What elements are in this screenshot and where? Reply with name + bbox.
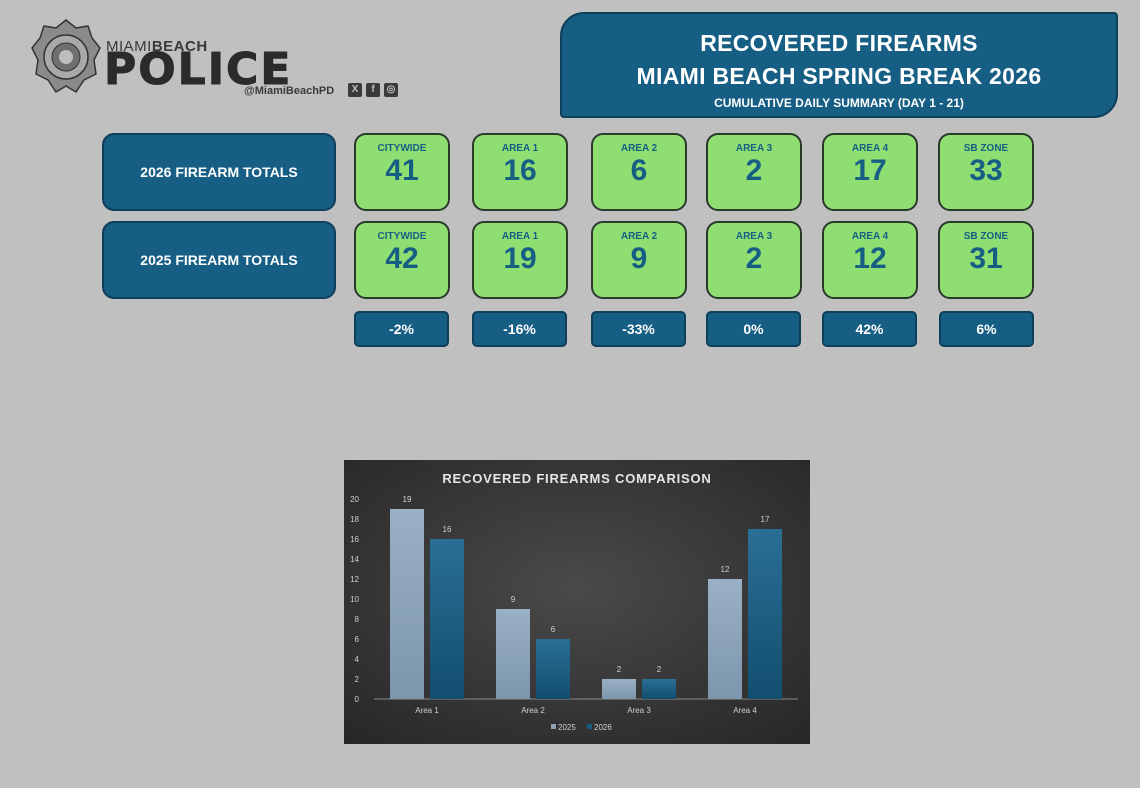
cell-2025-sbzone: SB ZONE 31 [938,221,1034,299]
cell-2026-citywide: CITYWIDE 41 [354,133,450,211]
cell-2026-area1: AREA 1 16 [472,133,568,211]
cell-value: 19 [503,242,537,275]
cell-2025-area1: AREA 1 19 [472,221,568,299]
cell-label: CITYWIDE [377,143,427,154]
cell-label: AREA 1 [501,231,539,242]
data-label: 9 [511,595,516,604]
bar-2025 [496,609,530,699]
bar-2026 [642,679,676,699]
bar-2025 [708,579,742,699]
y-tick-label: 8 [355,615,360,624]
brand-city: MIAMIBEACH [106,38,208,55]
cell-2026-area2: AREA 2 6 [591,133,687,211]
y-tick-label: 10 [350,595,359,604]
cell-value: 2 [745,242,763,275]
y-tick-label: 6 [355,635,360,644]
data-label: 12 [721,565,730,574]
pct-change-area1: -16% [472,311,567,347]
bar-2026 [430,539,464,699]
cell-value: 12 [853,242,887,275]
x-icon: X [348,83,362,97]
cell-2025-area2: AREA 2 9 [591,221,687,299]
y-tick-label: 12 [350,575,359,584]
y-tick-label: 14 [350,555,359,564]
cell-label: AREA 4 [851,231,889,242]
social-handle: @MiamiBeachPD [244,85,335,97]
cell-label: AREA 4 [851,143,889,154]
row-label-2025: 2025 FIREARM TOTALS [102,221,336,299]
cell-2025-citywide: CITYWIDE 42 [354,221,450,299]
cell-2026-area4: AREA 4 17 [822,133,918,211]
cell-2025-area4: AREA 4 12 [822,221,918,299]
y-tick-label: 4 [355,655,360,664]
data-label: 16 [443,525,452,534]
cell-label: AREA 2 [620,231,658,242]
title-subtitle: CUMULATIVE DAILY SUMMARY (DAY 1 - 21) [714,96,964,110]
cell-value: 2 [745,154,763,187]
y-tick-label: 20 [350,495,359,504]
cell-value: 31 [969,242,1003,275]
bar-2025 [602,679,636,699]
cell-value: 9 [630,242,648,275]
cell-2026-area3: AREA 3 2 [706,133,802,211]
y-tick-label: 16 [350,535,359,544]
data-label: 2 [617,665,622,674]
cell-2025-area3: AREA 3 2 [706,221,802,299]
bar-2025 [390,509,424,699]
data-label: 6 [551,625,556,634]
cell-label: CITYWIDE [377,231,427,242]
brand-police-wordmark: POLICE [103,44,293,96]
legend-swatch-2026 [587,724,592,729]
title-line-1: RECOVERED FIREARMS [700,30,978,56]
data-label: 19 [403,495,412,504]
pct-change-area4: 42% [822,311,917,347]
legend-label: 2026 [594,723,612,732]
police-logo: MIAMIBEACH POLICE @MiamiBeachPD X f ◎ [30,16,410,102]
instagram-icon: ◎ [384,83,398,97]
y-tick-label: 2 [355,675,360,684]
data-label: 17 [761,515,770,524]
cell-label: AREA 3 [735,231,773,242]
cell-value: 41 [385,154,419,187]
x-tick-label: Area 2 [521,706,545,715]
cell-2026-sbzone: SB ZONE 33 [938,133,1034,211]
legend-swatch-2025 [551,724,556,729]
facebook-icon: f [366,83,380,97]
x-tick-label: Area 3 [627,706,651,715]
cell-value: 16 [503,154,537,187]
cell-label: AREA 3 [735,143,773,154]
cell-label: SB ZONE [963,231,1009,242]
x-tick-label: Area 1 [415,706,439,715]
pct-change-citywide: -2% [354,311,449,347]
cell-value: 42 [385,242,419,275]
pct-change-sbzone: 6% [939,311,1034,347]
cell-label: AREA 2 [620,143,658,154]
bar-2026 [748,529,782,699]
chart-title: RECOVERED FIREARMS COMPARISON [442,471,711,486]
data-label: 2 [657,665,662,674]
cell-label: SB ZONE [963,143,1009,154]
police-badge-icon [31,19,101,94]
title-banner: RECOVERED FIREARMS MIAMI BEACH SPRING BR… [560,12,1118,118]
x-tick-label: Area 4 [733,706,757,715]
y-tick-label: 18 [350,515,359,524]
title-line-2: MIAMI BEACH SPRING BREAK 2026 [636,63,1042,89]
legend-label: 2025 [558,723,576,732]
comparison-bar-chart: RECOVERED FIREARMS COMPARISON 0 2 4 6 8 10 12 1… [344,460,810,744]
bar-2026 [536,639,570,699]
cell-value: 33 [969,154,1003,187]
chart-plot-area: 0 2 4 6 8 10 12 14 16 18 20 19 16 Area 1 9 6 Area 2 2 2 Are… [350,495,798,732]
pct-change-area3: 0% [706,311,801,347]
pct-change-area2: -33% [591,311,686,347]
cell-value: 17 [853,154,887,187]
row-label-2026: 2026 FIREARM TOTALS [102,133,336,211]
cell-value: 6 [630,154,648,187]
y-tick-label: 0 [355,695,360,704]
cell-label: AREA 1 [501,143,539,154]
